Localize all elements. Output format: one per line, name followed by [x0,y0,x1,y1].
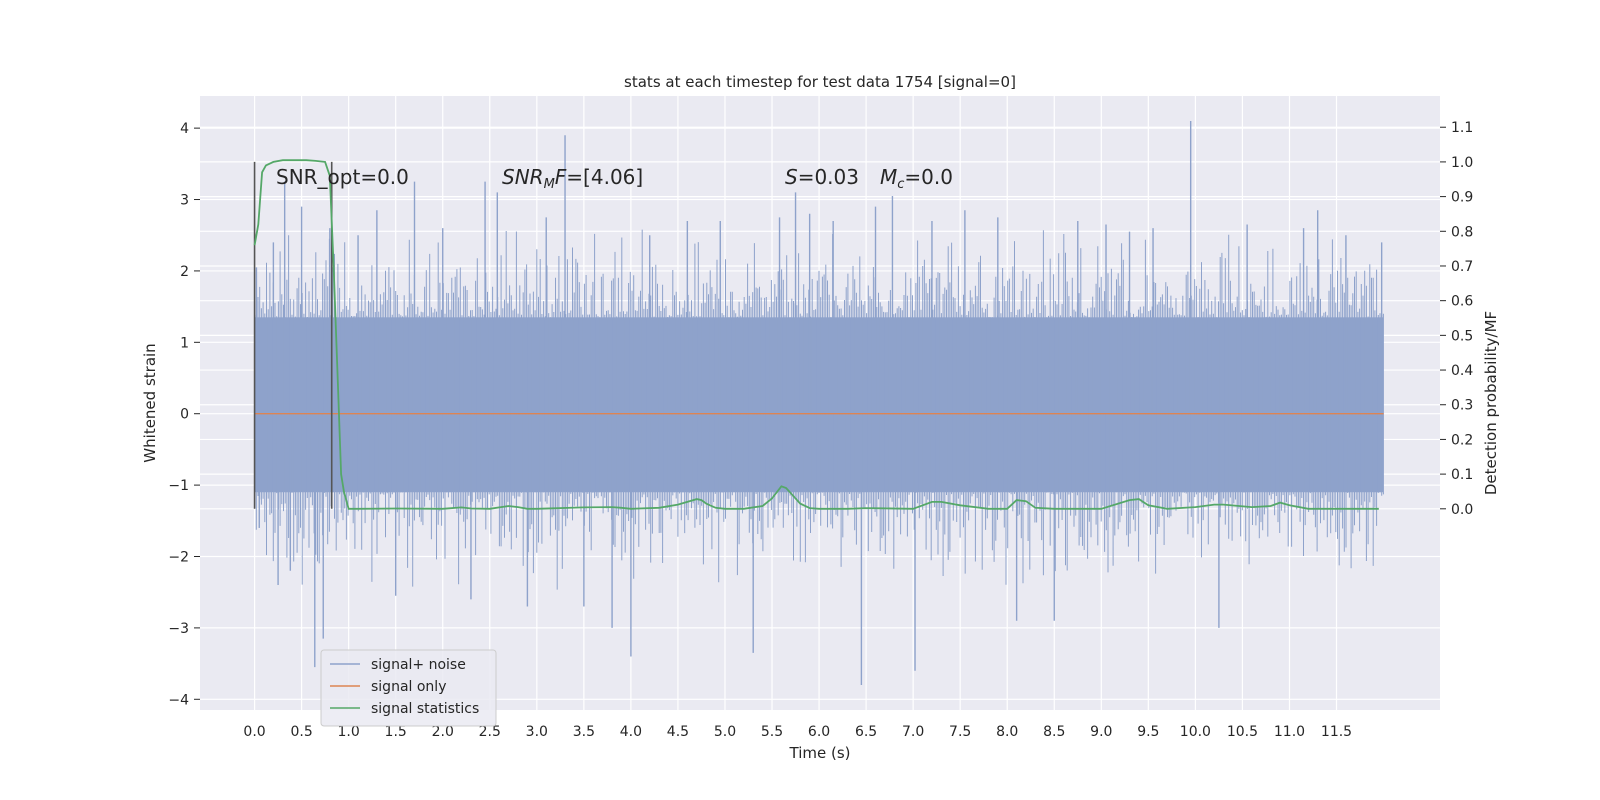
x-tick-label: 0.0 [243,724,265,740]
x-tick-label: 3.0 [526,724,548,740]
x-tick-label: 8.5 [1043,724,1065,740]
chart-title: stats at each timestep for test data 175… [624,73,1016,91]
x-tick-label: 4.0 [620,724,642,740]
y-tick-label: 4 [180,121,189,137]
y-tick-label: −4 [168,692,189,708]
y-right-tick-label: 0.5 [1451,328,1473,344]
annotation-snr-mf-symbol: SNR [502,165,544,189]
annotation-snr-mf-symbol-2: F [555,165,567,189]
annotation-snr-opt: SNR_opt=0.0 [276,165,409,189]
y-right-tick-label: 0.7 [1451,259,1473,275]
y-right-tick-label: 0.0 [1451,502,1473,518]
annotation-s-value: =0.03 [798,165,859,189]
x-tick-label: 5.0 [714,724,736,740]
legend-label-signal-statistics: signal statistics [371,701,479,717]
ticks: 0.0 0.5 1.0 1.5 2.0 2.5 3.0 3.5 4.0 4.5 5.0 5.5 6.0 6… [168,120,1473,740]
annotation-mc-subscript: c [897,177,904,192]
y-right-tick-label: 1.0 [1451,155,1473,171]
x-tick-label: 10.0 [1180,724,1211,740]
x-tick-label: 9.0 [1090,724,1112,740]
annotation-mc-value: =0.0 [904,165,953,189]
x-tick-label: 11.5 [1321,724,1352,740]
y-tick-label: −1 [168,478,189,494]
y-tick-label: 3 [180,193,189,209]
y-right-tick-label: 0.4 [1451,363,1473,379]
x-tick-label: 1.5 [385,724,407,740]
annotation-mc-symbol: M [880,165,897,189]
x-tick-label: 4.5 [667,724,689,740]
annotation-s-symbol: S [785,165,798,189]
x-tick-label: 11.0 [1274,724,1305,740]
y-right-tick-label: 0.6 [1451,294,1473,310]
y-right-tick-label: 0.9 [1451,190,1473,206]
annotation-snr-mf: SNRMF=[4.06] [502,165,643,192]
x-tick-label: 7.5 [949,724,971,740]
y-right-tick-label: 0.2 [1451,432,1473,448]
data-area [253,120,1384,686]
x-tick-label: 3.5 [573,724,595,740]
annotation-snr-mf-value: =[4.06] [566,165,643,189]
y-axis-right-label: Detection probability/MF [1482,311,1500,495]
y-right-tick-label: 0.3 [1451,398,1473,414]
x-tick-label: 7.0 [902,724,924,740]
x-tick-label: 6.5 [855,724,877,740]
y-axis-label: Whitened strain [141,343,159,462]
y-tick-label: 0 [180,407,189,423]
series-signal-statistics-line [253,159,1379,510]
y-tick-label: 1 [180,335,189,351]
x-tick-label: 8.0 [996,724,1018,740]
y-right-tick-label: 0.8 [1451,224,1473,240]
x-tick-label: 10.5 [1227,724,1258,740]
annotation-mc: Mc=0.0 [880,165,953,192]
x-tick-label: 0.5 [290,724,312,740]
y-right-tick-label: 1.1 [1451,120,1473,136]
x-tick-label: 2.0 [432,724,454,740]
x-axis-label: Time (s) [789,744,851,762]
x-tick-label: 1.0 [338,724,360,740]
x-tick-label: 5.5 [761,724,783,740]
y-tick-label: −2 [168,550,189,566]
x-tick-label: 2.5 [479,724,501,740]
y-tick-label: 2 [180,264,189,280]
annotation-snr-mf-subscript: M [544,177,555,192]
y-tick-label: −3 [168,621,189,637]
x-tick-label: 9.5 [1137,724,1159,740]
annotation-s: S=0.03 [785,165,859,189]
y-right-tick-label: 0.1 [1451,467,1473,483]
legend-label-signal-noise: signal+ noise [371,657,466,673]
legend: signal+ noise signal only signal statist… [320,649,497,727]
legend-box [320,649,497,727]
legend-label-signal-only: signal only [371,679,446,695]
x-tick-label: 6.0 [808,724,830,740]
